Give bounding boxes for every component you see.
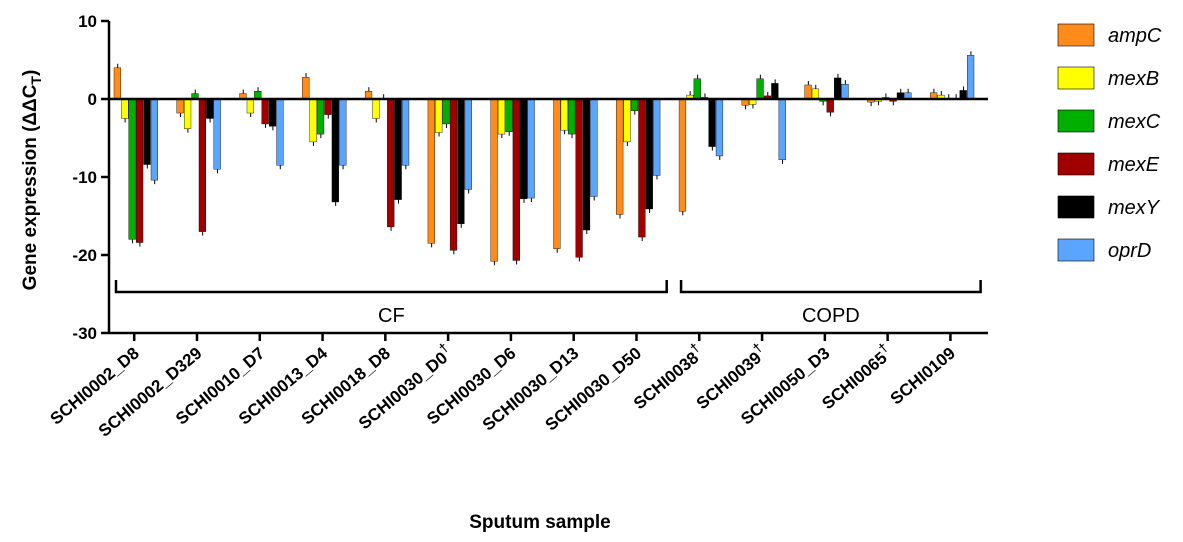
bar-mexC-8 (568, 98, 576, 135)
bar-mexC-10 (693, 78, 701, 100)
bar-mexC-6 (442, 98, 450, 125)
bar-oprD-3 (276, 98, 284, 166)
legend-swatch-mexB (1057, 66, 1095, 90)
bar-oprD-11 (778, 98, 786, 161)
bar-mexC-1 (128, 98, 136, 240)
legend-swatch-oprD (1057, 238, 1095, 262)
bar-ampC-1 (113, 67, 122, 100)
bar-ampC-10 (678, 98, 687, 212)
y-axis-title: Gene expression (ΔΔCT) (20, 70, 44, 291)
bar-mexC-7 (505, 98, 513, 132)
bar-mexB-9 (623, 98, 631, 143)
bar-ampC-7 (490, 98, 498, 262)
bar-mexE-5 (387, 98, 395, 228)
bar-mexE-8 (575, 98, 583, 258)
bar-mexY-10 (708, 98, 716, 147)
axes-layer (107, 21, 988, 335)
bar-mexB-7 (497, 98, 506, 135)
bar-oprD-7 (527, 98, 535, 199)
group-bracket-cf (114, 280, 668, 294)
bar-mexE-9 (638, 98, 646, 238)
category-label: SCHI0109 (887, 344, 959, 409)
bar-oprD-8 (590, 98, 598, 197)
legend-label-oprD: oprD (1108, 240, 1151, 262)
y-tick-label: 10 (78, 12, 97, 31)
category-label: SCHI0065† (815, 340, 896, 413)
bar-oprD-2 (213, 98, 221, 170)
bar-mexB-2 (183, 98, 192, 129)
bar-mexE-12 (826, 98, 834, 113)
bar-mexY-8 (582, 98, 591, 231)
bar-mexY-4 (331, 98, 339, 203)
legend-label-mexE: mexE (1108, 154, 1160, 176)
bar-mexY-11 (771, 83, 779, 100)
bar-mexE-3 (261, 98, 269, 125)
bar-mexY-1 (143, 98, 151, 165)
group-label: CF (378, 305, 405, 327)
bar-ampC-4 (302, 76, 310, 100)
group-bracket-copd (679, 280, 982, 294)
legend-label-mexY: mexY (1108, 197, 1161, 219)
bar-mexC-4 (316, 98, 325, 135)
y-ticks: 10 0 -10 -20 -30 (72, 12, 109, 343)
x-axis-title: Sputum sample (469, 512, 610, 533)
bar-mexE-4 (324, 98, 332, 115)
bar-mexY-14 (959, 90, 967, 100)
group-brackets: CF COPD (114, 280, 982, 327)
bar-mexB-3 (246, 98, 254, 114)
bar-oprD-9 (653, 98, 661, 176)
bar-mexB-8 (560, 98, 568, 131)
bar-ampC-9 (616, 98, 624, 215)
bar-mexB-4 (309, 98, 317, 143)
bar-mexB-6 (435, 98, 443, 133)
bar-mexY-12 (834, 77, 842, 100)
bar-oprD-12 (841, 83, 849, 100)
y-tick-label: -20 (72, 246, 97, 265)
legend-swatch-mexY (1057, 195, 1095, 219)
bar-mexC-11 (756, 78, 764, 100)
bar-mexY-2 (206, 98, 214, 119)
y-tick-label: -10 (72, 168, 97, 187)
bar-mexB-12 (811, 88, 820, 100)
bars-layer (113, 51, 975, 266)
bar-ampC-6 (427, 98, 435, 244)
bar-ampC-2 (176, 98, 184, 114)
bar-mexY-7 (520, 98, 528, 200)
bar-mexY-6 (457, 98, 465, 225)
legend-label-ampC: ampC (1108, 25, 1162, 47)
bar-oprD-5 (401, 98, 410, 166)
legend-swatch-mexC (1057, 109, 1095, 133)
category-label: SCHI0002_D329 (95, 344, 206, 441)
legend: ampC mexB mexC mexE mexY oprD (1057, 23, 1162, 262)
x-category-labels: SCHI0002_D8SCHI0002_D329SCHI0010_D7SCHI0… (47, 333, 959, 441)
group-label: COPD (802, 305, 860, 327)
bar-mexC-9 (630, 98, 639, 111)
bar-oprD-4 (339, 98, 347, 166)
bar-mexE-1 (135, 98, 144, 243)
bar-oprD-10 (715, 98, 724, 157)
bar-mexE-2 (198, 98, 206, 232)
y-tick-label: 0 (88, 90, 97, 109)
bar-mexE-6 (449, 98, 458, 251)
bar-ampC-8 (553, 98, 561, 249)
bar-mexE-7 (512, 98, 520, 261)
bar-mexB-1 (121, 98, 129, 119)
bar-mexY-9 (645, 98, 653, 210)
bar-oprD-6 (464, 98, 472, 190)
legend-swatch-ampC (1057, 23, 1095, 47)
bar-mexY-3 (268, 98, 277, 127)
legend-label-mexC: mexC (1108, 111, 1161, 133)
legend-swatch-mexE (1057, 152, 1095, 176)
bar-oprD-1 (150, 98, 159, 181)
bar-oprD-14 (967, 55, 975, 100)
bar-ampC-12 (804, 84, 812, 100)
legend-label-mexB: mexB (1108, 68, 1159, 90)
y-tick-label: -30 (72, 324, 97, 343)
bar-mexY-5 (394, 98, 402, 200)
bar-mexB-5 (372, 98, 380, 119)
